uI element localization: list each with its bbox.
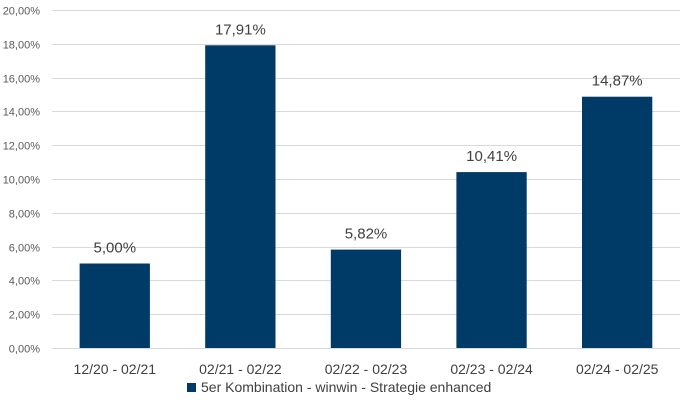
- bar: [79, 263, 150, 348]
- y-tick-label: 12,00%: [3, 141, 41, 153]
- y-tick-label: 2,00%: [9, 310, 40, 322]
- y-tick-label: 8,00%: [9, 209, 40, 221]
- y-axis-ticks: 0,00% 2,00% 4,00% 6,00% 8,00% 10,00% 12,00% 14,…: [3, 6, 41, 356]
- data-label: 5,82%: [345, 226, 388, 243]
- data-label: 17,91%: [215, 21, 266, 38]
- data-labels: 5,00% 17,91% 5,82% 10,41% 14,87%: [94, 21, 643, 256]
- y-tick-label: 14,00%: [3, 107, 41, 119]
- x-tick-label: 12/20 - 02/21: [74, 361, 157, 377]
- data-label: 5,00%: [94, 240, 137, 257]
- x-tick-label: 02/24 - 02/25: [576, 361, 659, 377]
- x-tick-label: 02/23 - 02/24: [450, 361, 533, 377]
- legend: 5er Kombination - winwin - Strategie enh…: [187, 379, 491, 395]
- y-tick-label: 20,00%: [3, 6, 41, 18]
- bar: [456, 172, 527, 348]
- x-tick-label: 02/21 - 02/22: [199, 361, 282, 377]
- x-tick-label: 02/22 - 02/23: [325, 361, 408, 377]
- data-label: 10,41%: [466, 148, 517, 165]
- bars: [79, 45, 653, 349]
- legend-label: 5er Kombination - winwin - Strategie enh…: [201, 379, 491, 395]
- y-tick-label: 6,00%: [9, 243, 40, 255]
- data-label: 14,87%: [592, 73, 643, 90]
- bar: [205, 45, 276, 349]
- y-tick-label: 16,00%: [3, 74, 41, 86]
- bar: [330, 249, 402, 348]
- y-tick-label: 0,00%: [9, 344, 40, 356]
- y-tick-label: 10,00%: [3, 175, 41, 187]
- y-tick-label: 18,00%: [3, 40, 41, 52]
- gridlines: [52, 10, 680, 349]
- bar: [582, 96, 653, 348]
- legend-swatch: [187, 383, 196, 392]
- x-axis-ticks: 12/20 - 02/21 02/21 - 02/22 02/22 - 02/23 0…: [74, 361, 659, 377]
- y-tick-label: 4,00%: [9, 276, 40, 288]
